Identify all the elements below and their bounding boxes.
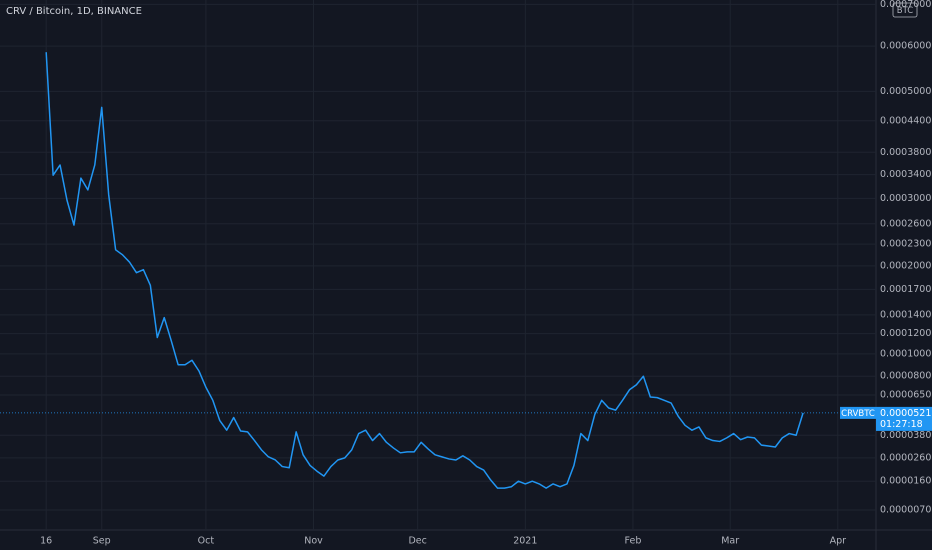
y-tick-label: 0.0000650 xyxy=(880,389,931,400)
countdown-label: 01:27:18 xyxy=(880,419,923,430)
price-badge xyxy=(876,406,932,431)
symbol-label: CRVBTC xyxy=(841,409,875,419)
y-tick-label: 0.0001700 xyxy=(880,284,931,295)
chart-title: CRV / Bitcoin, 1D, BINANCE xyxy=(6,6,142,17)
x-tick-label: Sep xyxy=(93,536,111,547)
price-line xyxy=(45,52,804,489)
y-tick-label: 0.0003000 xyxy=(880,193,931,204)
y-tick-label: 0.0002600 xyxy=(880,218,931,229)
x-tick-label: 16 xyxy=(40,536,52,547)
price-label: 0.0000521 xyxy=(880,408,931,419)
x-tick-label: Dec xyxy=(408,536,426,547)
y-tick-label: 0.0000260 xyxy=(880,452,931,463)
symbol-badge xyxy=(840,406,876,419)
y-tick-label: 0.0000380 xyxy=(880,430,931,441)
x-tick-label: Mar xyxy=(721,536,739,547)
y-tick-label: 0.0000070 xyxy=(880,504,931,515)
y-tick-label: 0.0003800 xyxy=(880,147,931,158)
x-tick-label: Apr xyxy=(830,536,847,547)
y-tick-label: 0.0001200 xyxy=(880,328,931,339)
y-tick-label: 0.0005000 xyxy=(880,86,931,97)
y-tick-label: 0.0001400 xyxy=(880,309,931,320)
y-tick-label: 0.0004400 xyxy=(880,115,931,126)
y-tick-label: 0.0000800 xyxy=(880,371,931,382)
x-tick-label: 2021 xyxy=(513,536,537,547)
plot-layer xyxy=(0,52,876,489)
y-tick-label: 0.0000160 xyxy=(880,476,931,487)
x-tick-label: Feb xyxy=(625,536,642,547)
grid-layer xyxy=(0,0,876,530)
x-tick-label: Nov xyxy=(304,536,323,547)
currency-label[interactable]: BTC xyxy=(897,6,914,16)
y-tick-label: 0.0002000 xyxy=(880,260,931,271)
currency-box[interactable] xyxy=(892,2,918,18)
x-tick-label: Oct xyxy=(198,536,215,547)
y-tick-label: 0.0003400 xyxy=(880,169,931,180)
y-tick-label: 0.0007000 xyxy=(880,0,931,10)
y-tick-label: 0.0002300 xyxy=(880,239,931,250)
y-tick-label: 0.0001000 xyxy=(880,348,931,359)
y-tick-label: 0.0006000 xyxy=(880,41,931,52)
